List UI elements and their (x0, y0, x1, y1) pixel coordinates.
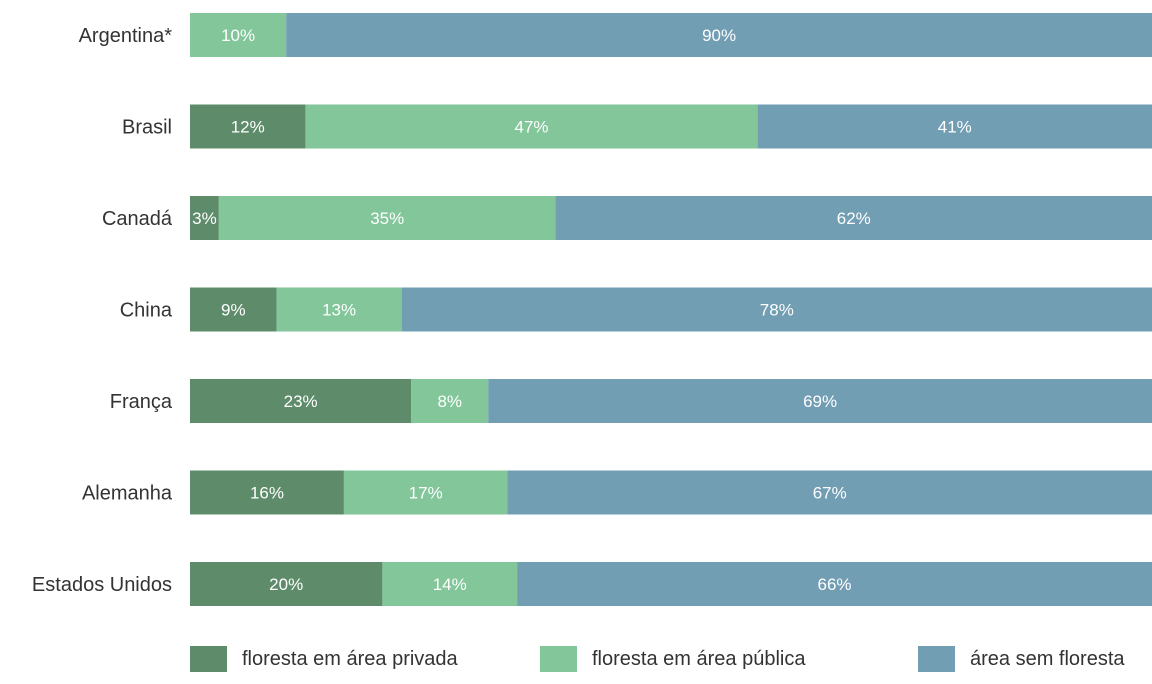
data-label: 10% (221, 26, 255, 45)
bar-segment-series-0 (190, 379, 412, 423)
category-label: Brasil (122, 117, 172, 139)
bar-segment-series-2 (517, 562, 1152, 606)
data-label: 8% (437, 392, 462, 411)
data-label: 41% (938, 118, 972, 137)
data-label: 90% (702, 26, 736, 45)
legend: floresta em área privada floresta em área… (190, 646, 1125, 672)
bar-segment-series-2 (286, 13, 1152, 57)
bar-segment-series-1 (276, 287, 402, 332)
data-label: 9% (221, 301, 246, 320)
bar-segment-series-2 (507, 470, 1152, 515)
data-label: 3% (192, 209, 217, 228)
legend-swatch (918, 646, 955, 672)
bar-segment-series-0 (190, 104, 306, 149)
data-label: 12% (231, 118, 265, 137)
category-label: Argentina* (79, 25, 173, 47)
data-label: 17% (409, 484, 443, 503)
bars-group: Argentina* 10% 90% Brasil 12% 47% 41% Canadá 3% 3… (32, 13, 1152, 606)
bar-segment-series-0 (190, 196, 219, 240)
bar-segment-series-2 (401, 287, 1152, 332)
data-label: 20% (269, 575, 303, 594)
legend-swatch (540, 646, 577, 672)
legend-label: área sem floresta (970, 648, 1125, 670)
data-label: 78% (760, 301, 794, 320)
data-label: 16% (250, 484, 284, 503)
bar-segment-series-0 (190, 470, 344, 515)
data-label: 14% (433, 575, 467, 594)
data-label: 13% (322, 301, 356, 320)
data-label: 66% (818, 575, 852, 594)
bar-segment-series-1 (190, 13, 287, 57)
bar-segment-series-1 (218, 196, 556, 240)
category-label: França (110, 391, 173, 413)
bar-segment-series-1 (382, 562, 518, 606)
category-label: Alemanha (82, 483, 173, 505)
data-label: 69% (803, 392, 837, 411)
legend-label: floresta em área pública (592, 648, 806, 670)
data-label: 23% (284, 392, 318, 411)
bar-segment-series-2 (555, 196, 1152, 240)
category-label: Canadá (102, 208, 173, 230)
bar-segment-series-0 (190, 562, 383, 606)
bar-segment-series-1 (411, 379, 489, 423)
bar-segment-series-1 (343, 470, 508, 515)
legend-swatch (190, 646, 227, 672)
legend-label: floresta em área privada (242, 648, 459, 670)
data-label: 47% (514, 118, 548, 137)
data-label: 62% (837, 209, 871, 228)
bar-segment-series-2 (488, 379, 1152, 423)
data-label: 67% (813, 484, 847, 503)
category-label: China (120, 300, 173, 322)
bar-segment-series-0 (190, 287, 277, 332)
category-label: Estados Unidos (32, 574, 172, 596)
bar-segment-series-2 (757, 104, 1152, 149)
data-label: 35% (370, 209, 404, 228)
bar-segment-series-1 (305, 104, 758, 149)
